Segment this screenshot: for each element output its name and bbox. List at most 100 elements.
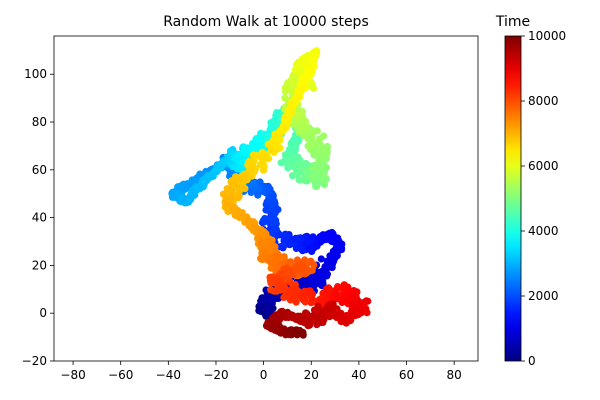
walk-point (256, 153, 264, 161)
y-axis: −20 0 20 40 60 80 100 (22, 67, 54, 368)
walk-point (272, 254, 281, 262)
walk-point (306, 267, 314, 275)
x-tick-label: −60 (108, 368, 133, 382)
walk-point (271, 209, 279, 217)
walk-point (312, 146, 320, 154)
y-tick-label: 20 (32, 258, 47, 272)
walk-point (280, 253, 288, 261)
walk-point (318, 155, 326, 163)
colorbar-label: Time (495, 14, 530, 30)
walk-point (272, 216, 280, 224)
colorbar-gradient (505, 36, 521, 361)
colorbar-tick-label: 10000 (528, 29, 566, 43)
walk-point (272, 259, 280, 268)
walk-point (256, 232, 264, 240)
walk-point (256, 160, 265, 169)
x-tick-label: 20 (304, 368, 319, 382)
walk-point (308, 290, 317, 298)
x-tick-label: 40 (351, 368, 366, 382)
walk-point (308, 295, 316, 304)
walk-point (289, 294, 297, 302)
walk-point (268, 241, 276, 249)
walk-scatter-points (168, 47, 372, 339)
colorbar-ticks: 0 2000 4000 6000 8000 10000 (521, 29, 566, 368)
walk-point (288, 86, 296, 94)
walk-point (313, 182, 321, 190)
colorbar-tick-label: 2000 (528, 289, 559, 303)
walk-point (342, 291, 350, 299)
walk-point (320, 168, 328, 176)
walk-point (299, 295, 307, 303)
walk-point (308, 246, 316, 254)
walk-point (295, 176, 303, 184)
walk-point (313, 312, 322, 320)
x-tick-label: 60 (399, 368, 414, 382)
x-tick-label: 0 (260, 368, 268, 382)
walk-point (311, 172, 319, 180)
colorbar-tick-label: 0 (528, 354, 536, 368)
walk-point (289, 286, 297, 294)
walk-point (249, 151, 257, 159)
walk-point (219, 190, 228, 198)
walk-point (269, 140, 277, 148)
walk-point (297, 330, 306, 338)
y-tick-label: 60 (32, 163, 47, 177)
walk-point (263, 293, 271, 301)
walk-point (263, 133, 271, 141)
x-tick-label: 80 (447, 368, 462, 382)
walk-point (285, 161, 293, 169)
walk-point (333, 295, 341, 303)
plot-frame (53, 35, 479, 362)
walk-point (262, 154, 270, 162)
walk-point (256, 178, 264, 186)
walk-point (267, 146, 275, 154)
walk-point (341, 297, 349, 305)
walk-point (232, 183, 240, 191)
walk-point (260, 248, 268, 256)
walk-point (307, 258, 315, 266)
walk-point (235, 176, 243, 184)
walk-point (320, 270, 328, 278)
y-tick-label: 40 (32, 211, 47, 225)
walk-point (294, 161, 303, 169)
walk-point (285, 241, 293, 249)
colorbar: Time 0 2000 4000 6000 8000 10000 (495, 14, 566, 368)
walk-point (239, 183, 247, 191)
chart-title: Random Walk at 10000 steps (163, 14, 368, 30)
y-tick-label: 0 (39, 306, 47, 320)
colorbar-tick-label: 8000 (528, 94, 559, 108)
plot-area: −80 −60 −40 −20 0 20 40 60 80 −20 0 20 40 60 80 100 (22, 35, 479, 382)
walk-point (271, 133, 279, 141)
x-axis: −80 −60 −40 −20 0 20 40 60 80 (60, 361, 462, 382)
x-tick-label: −20 (203, 368, 228, 382)
y-tick-label: −20 (22, 354, 47, 368)
x-tick-label: −40 (156, 368, 181, 382)
walk-point (285, 269, 293, 277)
walk-point (332, 289, 340, 297)
walk-point (299, 246, 307, 255)
walk-point (251, 144, 259, 152)
walk-point (278, 242, 286, 250)
walk-point (321, 147, 329, 155)
walk-point (309, 164, 318, 172)
walk-point (241, 173, 249, 181)
x-tick-label: −80 (60, 368, 85, 382)
walk-point (259, 166, 268, 174)
walk-point (287, 258, 295, 266)
walk-point (320, 161, 328, 169)
colorbar-frame (504, 35, 522, 362)
colorbar-tick-label: 6000 (528, 159, 559, 173)
walk-point (329, 300, 337, 308)
walk-point (317, 255, 325, 263)
y-tick-label: 100 (24, 67, 47, 81)
walk-point (234, 194, 242, 202)
walk-point (308, 133, 316, 141)
y-tick-label: 80 (32, 115, 47, 129)
walk-point (349, 300, 357, 308)
colorbar-tick-label: 4000 (528, 224, 559, 238)
walk-point (269, 296, 277, 304)
walk-point (298, 265, 306, 273)
walk-point (300, 176, 309, 184)
walk-point (281, 94, 289, 102)
